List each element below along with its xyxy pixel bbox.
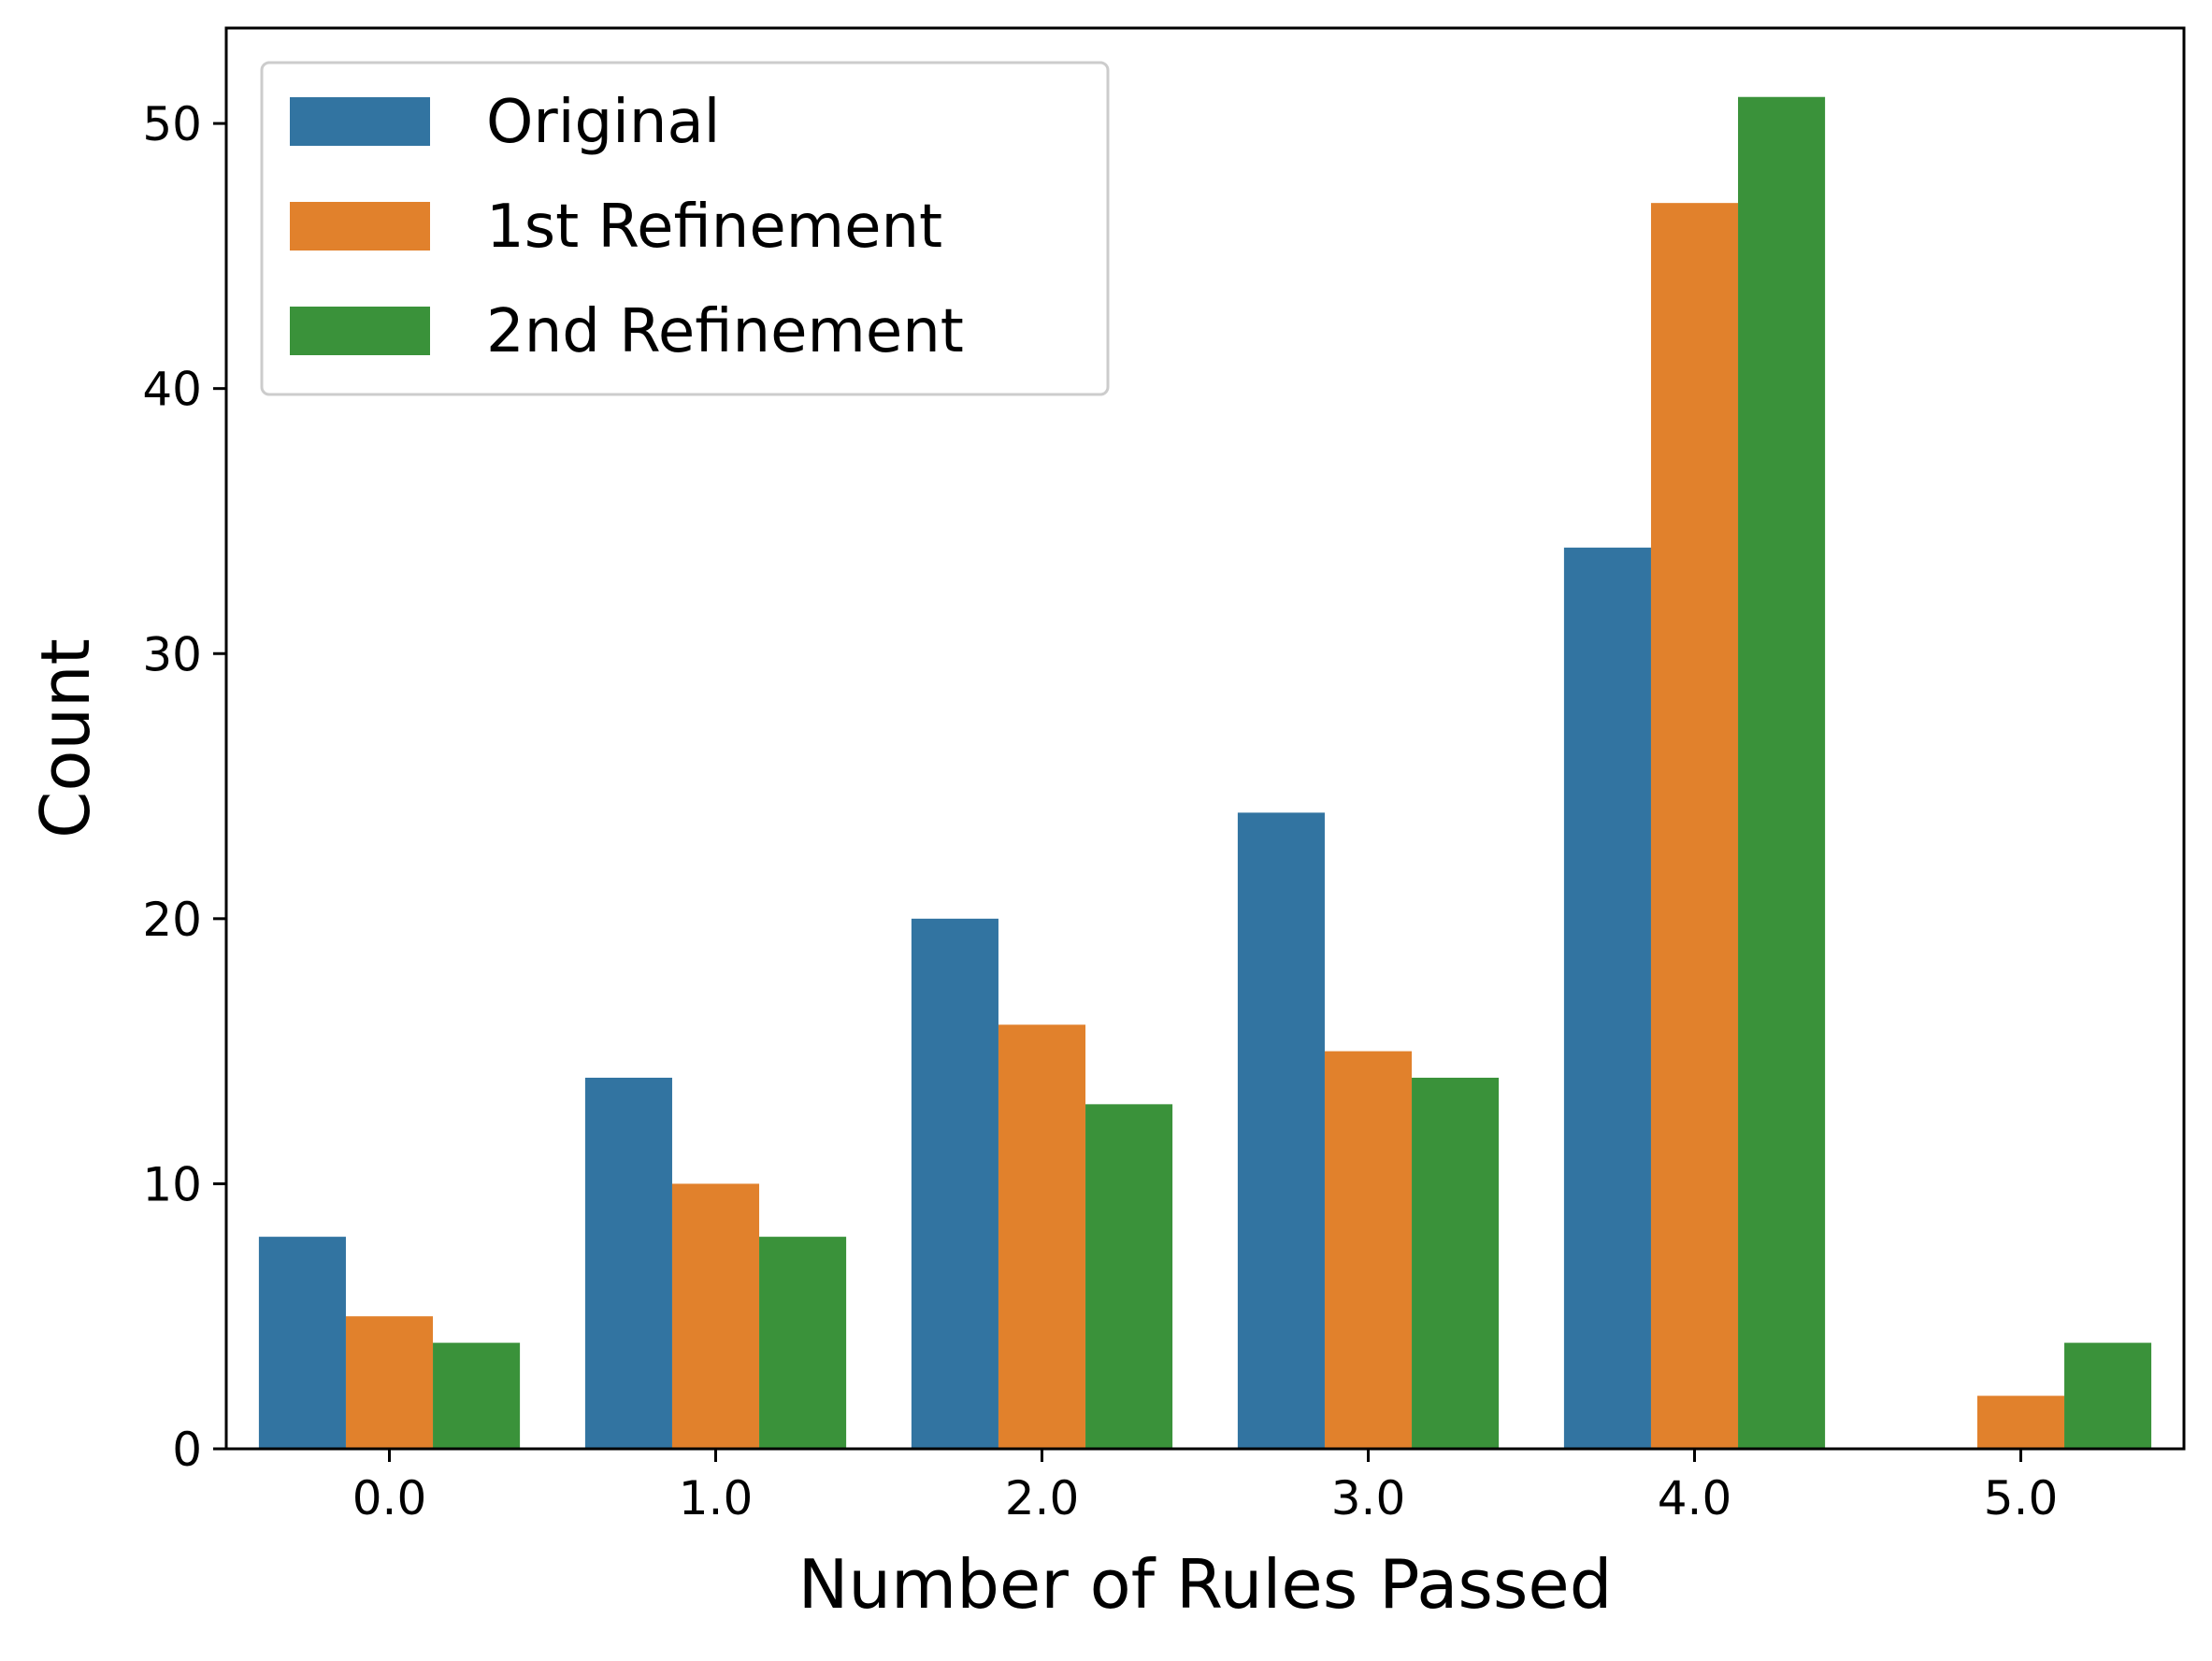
bar-1st-refinement-1 [671,1183,760,1449]
bar-2nd-refinement-1 [759,1237,847,1449]
y-tick-label-3: 30 [142,627,202,681]
plot-frame [224,26,2186,1451]
x-axis-label: Number of Rules Passed [798,1545,1613,1624]
legend-label-2: 2nd Refinement [486,297,964,366]
bar-2nd-refinement-4 [1738,96,1826,1450]
legend-label-0: Original [486,88,720,157]
x-tick-label-4: 4.0 [1658,1471,1732,1525]
bar-original-4 [1563,547,1651,1449]
y-tick-label-5: 50 [142,97,202,151]
x-tick-label-5: 5.0 [1984,1471,2059,1525]
y-tick-label-0: 0 [172,1423,202,1477]
y-tick-label-2: 20 [142,893,202,947]
bars-layer [258,96,2152,1450]
bar-2nd-refinement-5 [2064,1342,2152,1449]
legend-swatch-0 [290,97,430,146]
y-tick-label-1: 10 [142,1157,202,1211]
x-tick-label-0: 0.0 [352,1471,427,1525]
bar-2nd-refinement-0 [433,1342,521,1449]
bar-1st-refinement-4 [1650,203,1739,1449]
legend-swatch-2 [290,307,430,355]
bar-original-2 [911,918,998,1449]
bar-1st-refinement-0 [345,1316,434,1449]
bar-original-0 [258,1237,346,1449]
legend: Original 1st Refinement 2nd Refinement [260,61,1110,396]
bar-2nd-refinement-2 [1085,1104,1173,1449]
ticks-layer: 0.0 1.0 2.0 3.0 4.0 5.0 0 10 20 30 40 50 [142,97,2058,1525]
legend-box [260,61,1110,396]
y-tick-label-4: 40 [142,363,202,417]
y-axis-label: Count [26,638,105,838]
bar-2nd-refinement-3 [1412,1077,1500,1449]
bar-1st-refinement-5 [1976,1396,2065,1449]
bar-original-1 [584,1077,672,1449]
x-tick-label-1: 1.0 [679,1471,754,1525]
bar-1st-refinement-2 [998,1024,1086,1449]
legend-swatch-1 [290,202,430,251]
legend-label-1: 1st Refinement [486,193,942,262]
bar-1st-refinement-3 [1324,1051,1413,1449]
x-tick-label-3: 3.0 [1331,1471,1406,1525]
x-tick-label-2: 2.0 [1005,1471,1080,1525]
bar-original-3 [1237,812,1325,1449]
